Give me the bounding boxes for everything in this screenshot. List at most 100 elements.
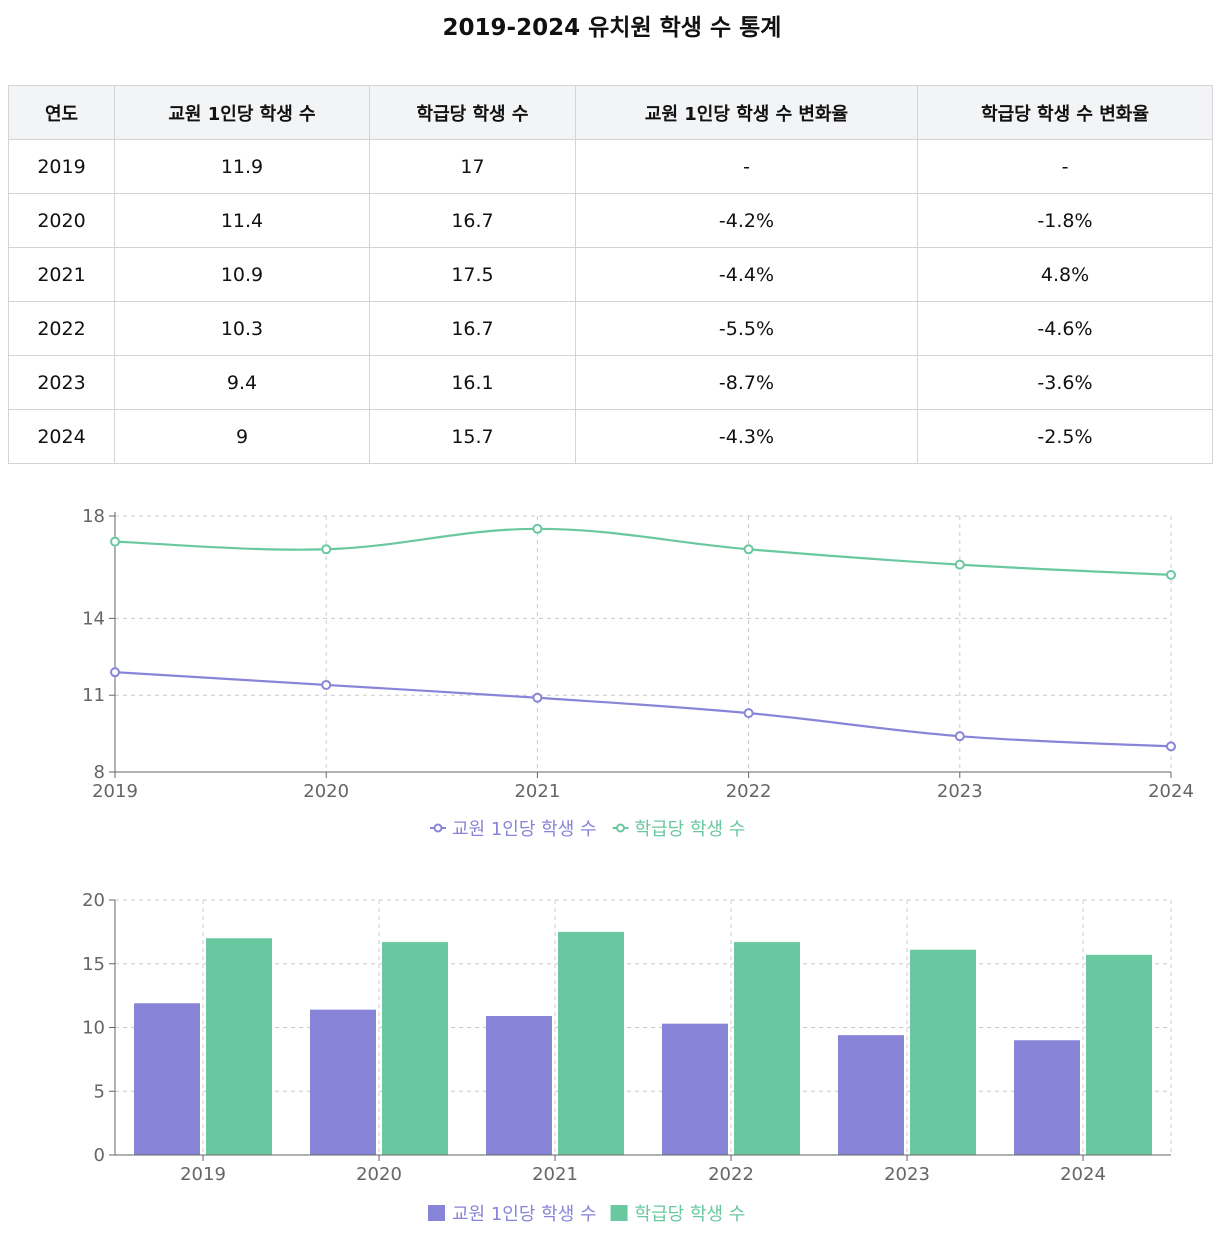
cell-year: 2019 [8, 139, 115, 194]
cell-teacher-change-rate: - [575, 139, 918, 194]
header-students-per-teacher: 교원 1인당 학생 수 [114, 85, 370, 140]
x-tick-label: 2022 [726, 781, 772, 802]
cell-class-change-rate: -3.6% [917, 355, 1213, 410]
x-tick-label: 2023 [884, 1164, 930, 1185]
stats-table: 연도 교원 1인당 학생 수 학급당 학생 수 교원 1인당 학생 수 변화율 … [8, 85, 1213, 464]
cell-year: 2020 [8, 193, 115, 248]
cell-year: 2024 [8, 409, 115, 464]
legend-label: 교원 1인당 학생 수 [452, 1204, 597, 1225]
table-row: 2021 10.9 17.5 -4.4% 4.8% [8, 247, 1213, 302]
table-row: 2024 9 15.7 -4.3% -2.5% [8, 409, 1213, 464]
cell-students-per-teacher: 9 [114, 409, 370, 464]
table-header-row: 연도 교원 1인당 학생 수 학급당 학생 수 교원 1인당 학생 수 변화율 … [8, 85, 1213, 140]
bar [1086, 954, 1152, 1155]
cell-class-change-rate: -4.6% [917, 301, 1213, 356]
y-tick-label: 5 [94, 1081, 105, 1102]
x-tick-label: 2021 [514, 781, 560, 802]
series-line-1 [114, 527, 1172, 576]
bar [310, 1009, 376, 1155]
y-tick-label: 20 [82, 890, 105, 911]
cell-year: 2022 [8, 301, 115, 356]
series-line-0 [114, 671, 1172, 748]
x-tick-label: 2019 [92, 781, 138, 802]
bar [734, 942, 800, 1155]
x-tick-label: 2021 [532, 1164, 578, 1185]
data-point [743, 708, 754, 719]
cell-class-change-rate: 4.8% [917, 247, 1213, 302]
y-tick-label: 11 [82, 685, 105, 706]
data-point [954, 559, 965, 570]
data-point [110, 536, 120, 547]
data-point [532, 523, 543, 534]
header-year: 연도 [8, 85, 115, 140]
cell-students-per-class: 16.7 [369, 193, 576, 248]
cell-teacher-change-rate: -8.7% [575, 355, 918, 410]
cell-students-per-class: 16.7 [369, 301, 576, 356]
cell-teacher-change-rate: -4.2% [575, 193, 918, 248]
legend-marker-icon [616, 823, 626, 833]
cell-class-change-rate: -1.8% [917, 193, 1213, 248]
bar [134, 1003, 200, 1155]
table-row: 2020 11.4 16.7 -4.2% -1.8% [8, 193, 1213, 248]
bar [558, 931, 624, 1155]
data-point [743, 544, 754, 555]
table-row: 2022 10.3 16.7 -5.5% -4.6% [8, 301, 1213, 356]
y-tick-label: 15 [82, 954, 105, 975]
legend-label: 학급당 학생 수 [635, 1204, 746, 1225]
bar [662, 1023, 728, 1155]
legend: 교원 1인당 학생 수 학급당 학생 수 [430, 819, 745, 840]
data-point [1166, 741, 1176, 752]
legend-marker-icon [433, 823, 443, 833]
bar [910, 949, 976, 1155]
cell-teacher-change-rate: -4.4% [575, 247, 918, 302]
data-point [321, 679, 332, 690]
x-tick-label: 2020 [356, 1164, 402, 1185]
x-tick-label: 2019 [180, 1164, 226, 1185]
data-point [954, 731, 965, 742]
x-tick-label: 2024 [1148, 781, 1194, 802]
cell-students-per-class: 16.1 [369, 355, 576, 410]
legend: 교원 1인당 학생 수 학급당 학생 수 [428, 1204, 745, 1225]
data-point [1166, 569, 1176, 580]
legend-swatch-icon [428, 1205, 445, 1221]
x-tick-label: 2022 [708, 1164, 754, 1185]
cell-class-change-rate: - [917, 139, 1213, 194]
cell-year: 2021 [8, 247, 115, 302]
data-point [321, 544, 332, 555]
data-point [532, 692, 543, 703]
bar [382, 942, 448, 1155]
legend-label: 교원 1인당 학생 수 [452, 819, 597, 840]
cell-students-per-teacher: 10.3 [114, 301, 370, 356]
table-row: 2019 11.9 17 - - [8, 139, 1213, 194]
x-tick-label: 2024 [1060, 1164, 1106, 1185]
y-tick-label: 10 [82, 1018, 105, 1039]
y-tick-label: 8 [94, 762, 105, 783]
bar-chart: 0 5 10 15 20 2019 2020 2021 2022 2023 2024 교원 1인당 학… [82, 890, 1172, 1225]
legend-swatch-icon [610, 1205, 628, 1221]
page-title: 2019-2024 유치원 학생 수 통계 [442, 15, 782, 41]
cell-students-per-class: 15.7 [369, 409, 576, 464]
table-row: 2023 9.4 16.1 -8.7% -3.6% [8, 355, 1213, 410]
data-point [110, 667, 120, 678]
header-students-per-class: 학급당 학생 수 [369, 85, 576, 140]
bar [838, 1035, 904, 1155]
y-tick-label: 14 [82, 608, 105, 629]
header-teacher-change-rate: 교원 1인당 학생 수 변화율 [575, 85, 918, 140]
cell-year: 2023 [8, 355, 115, 410]
cell-students-per-class: 17 [369, 139, 576, 194]
x-tick-label: 2023 [937, 781, 983, 802]
bar [1014, 1040, 1080, 1155]
cell-students-per-teacher: 11.4 [114, 193, 370, 248]
cell-class-change-rate: -2.5% [917, 409, 1213, 464]
bar [206, 938, 272, 1155]
cell-students-per-teacher: 9.4 [114, 355, 370, 410]
line-chart: 8 11 14 18 2019 2020 2021 2022 2023 2024 교원 1인당 학생… [82, 506, 1194, 840]
legend-label: 학급당 학생 수 [635, 819, 746, 840]
y-tick-label: 18 [82, 506, 105, 527]
header-class-change-rate: 학급당 학생 수 변화율 [917, 85, 1213, 140]
cell-students-per-teacher: 10.9 [114, 247, 370, 302]
bar [486, 1016, 552, 1155]
cell-teacher-change-rate: -5.5% [575, 301, 918, 356]
y-tick-label: 0 [94, 1145, 105, 1166]
cell-teacher-change-rate: -4.3% [575, 409, 918, 464]
